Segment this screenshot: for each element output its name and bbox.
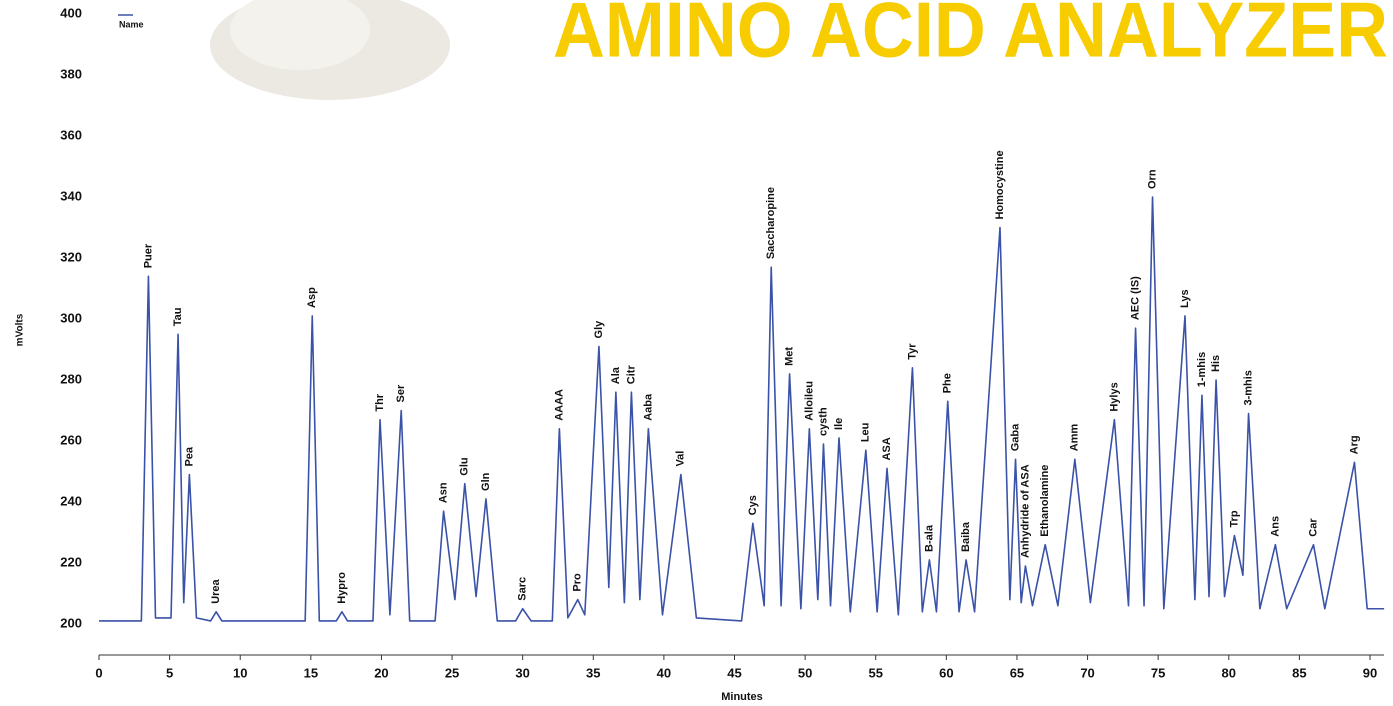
peak-label: Asp: [306, 287, 318, 308]
peak-label: ASA: [881, 437, 893, 460]
peak-label: Amm: [1069, 424, 1081, 452]
x-tick-label: 5: [166, 665, 173, 680]
peak-label: Tyr: [906, 343, 918, 360]
peak-label: AEC (IS): [1129, 276, 1141, 320]
y-tick-label: 280: [60, 371, 82, 386]
peak-label: cysth: [817, 407, 829, 436]
y-tick-label: 340: [60, 188, 82, 203]
x-tick-label: 45: [727, 665, 741, 680]
peak-label: Thr: [374, 393, 386, 411]
y-tick-label: 320: [60, 249, 82, 264]
peak-label: 1-mhis: [1196, 352, 1208, 387]
x-tick-label: 50: [798, 665, 812, 680]
x-tick-label: 90: [1363, 665, 1377, 680]
peak-label: Saccharopine: [765, 187, 777, 259]
trace-line: [99, 196, 1385, 622]
x-tick-label: 10: [233, 665, 247, 680]
peak-label: Arg: [1348, 435, 1360, 454]
y-tick-label: 380: [60, 66, 82, 81]
peak-label: His: [1210, 355, 1222, 372]
peak-label: Ala: [610, 366, 622, 384]
peak-label: Met: [783, 347, 795, 366]
peak-label: Asn: [437, 482, 449, 503]
x-tick-label: 35: [586, 665, 600, 680]
peak-label: Lys: [1179, 289, 1191, 308]
x-tick-label: 55: [868, 665, 882, 680]
peak-label: Glu: [459, 457, 471, 475]
y-tick-label: 260: [60, 432, 82, 447]
y-tick-label: 400: [60, 5, 82, 20]
peak-label: Trp: [1228, 510, 1240, 527]
x-tick-label: 30: [515, 665, 529, 680]
peak-label: Leu: [860, 423, 872, 443]
peak-label: Citr: [625, 365, 637, 385]
x-axis-label: Minutes: [721, 691, 763, 703]
peak-label: Hypro: [336, 572, 348, 604]
x-tick-label: 80: [1222, 665, 1236, 680]
peak-label: Gly: [593, 320, 605, 339]
legend-title: Name: [119, 19, 144, 29]
peak-label: Hylys: [1108, 382, 1120, 411]
peak-label: Ethanolamine: [1039, 465, 1051, 537]
x-tick-label: 25: [445, 665, 459, 680]
peak-label: Orn: [1146, 169, 1158, 189]
x-tick-label: 65: [1010, 665, 1024, 680]
peak-label: AAAA: [553, 389, 565, 421]
x-tick-label: 75: [1151, 665, 1165, 680]
peak-label: Alloileu: [803, 381, 815, 421]
x-tick-label: 70: [1080, 665, 1094, 680]
x-tick-label: 20: [374, 665, 388, 680]
x-tick-label: 60: [939, 665, 953, 680]
peak-label: Car: [1307, 518, 1319, 537]
peak-label: Ans: [1269, 516, 1281, 537]
x-tick-label: 15: [304, 665, 318, 680]
peak-label: Val: [675, 451, 687, 467]
peak-label: Aaba: [642, 393, 654, 421]
y-tick-label: 360: [60, 127, 82, 142]
peak-label: Pea: [183, 446, 195, 466]
x-tick-label: 40: [657, 665, 671, 680]
peak-label: Ser: [395, 384, 407, 402]
chart-title: AMINO ACID ANALYZER: [553, 0, 1388, 74]
peak-label: Urea: [210, 578, 222, 603]
peak-label: Pro: [572, 573, 584, 592]
peak-label: Anhydride of ASA: [1019, 464, 1031, 558]
peak-label: Homocystine: [994, 150, 1006, 219]
peak-label: Sarc: [517, 577, 529, 601]
peak-label: Gln: [480, 472, 492, 491]
y-tick-label: 200: [60, 615, 82, 630]
peak-label: Puer: [142, 243, 154, 268]
x-tick-label: 0: [95, 665, 102, 680]
peak-label: Gaba: [1009, 423, 1021, 451]
background-image: [230, 0, 370, 70]
peak-label: B-ala: [923, 524, 935, 552]
peak-label: Cys: [747, 495, 759, 515]
y-tick-label: 220: [60, 554, 82, 569]
peak-label: Baiba: [960, 521, 972, 552]
x-tick-label: 85: [1292, 665, 1306, 680]
peak-label: Phe: [942, 373, 954, 393]
y-axis-label: mVolts: [15, 313, 26, 346]
peak-label: 3-mhis: [1242, 370, 1254, 405]
y-tick-label: 240: [60, 493, 82, 508]
peak-label: Ile: [833, 418, 845, 430]
y-tick-label: 300: [60, 310, 82, 325]
peak-label: Tau: [172, 308, 184, 327]
